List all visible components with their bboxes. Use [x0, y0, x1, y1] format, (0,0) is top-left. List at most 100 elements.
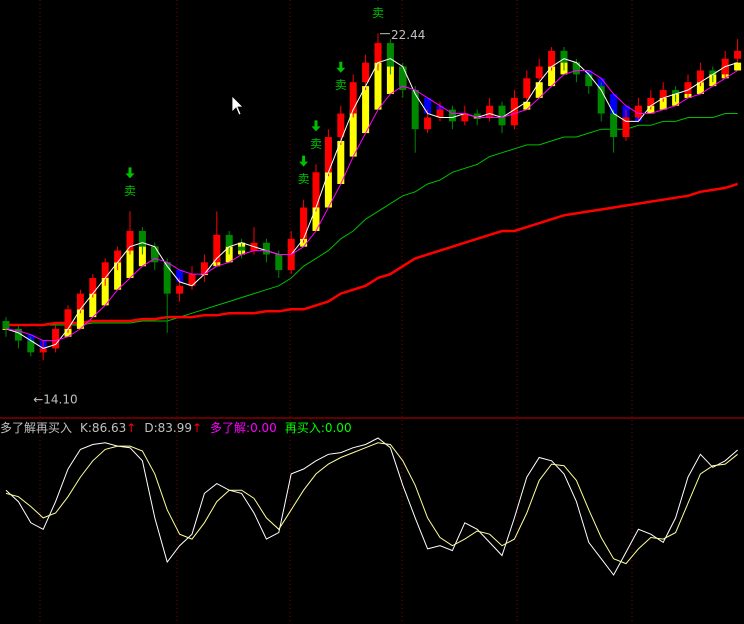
trend-band	[138, 242, 146, 267]
trend-band	[424, 97, 432, 114]
legend-text: K:86.63	[80, 421, 127, 435]
trend-band	[535, 82, 543, 98]
sell-arrow	[125, 167, 135, 179]
candle-body	[89, 277, 97, 294]
sell-label: 卖	[310, 137, 322, 151]
trend-band	[76, 309, 84, 329]
candle-body	[684, 82, 692, 94]
candle-body	[114, 250, 122, 263]
legend-text: 多了解:0.00	[210, 421, 277, 435]
trend-band	[114, 262, 122, 290]
candle-body	[52, 328, 60, 349]
sell-label: 卖	[372, 6, 384, 20]
annotation-label: 22.44	[391, 28, 425, 42]
candle-body	[200, 262, 208, 275]
trend-band	[610, 93, 618, 114]
candle-body	[14, 328, 22, 341]
candle-body	[27, 340, 35, 353]
candle-body	[138, 230, 146, 247]
trend-band	[523, 101, 531, 110]
candle-body	[176, 285, 184, 294]
trend-band	[362, 86, 370, 134]
trend-band	[101, 277, 109, 306]
trend-band	[126, 246, 134, 278]
indicator-legend: 多了解再买入 K:86.63↑ D:83.99↑ 多了解:0.00 再买入:0.00	[0, 420, 360, 436]
trend-band	[337, 140, 345, 185]
trend-band	[659, 97, 667, 110]
candle-body	[424, 117, 432, 130]
candle-body	[374, 43, 382, 63]
candle-body	[101, 262, 109, 278]
candle-body	[486, 105, 494, 118]
candle-body	[2, 321, 10, 329]
indicator-title: 多了解再买入	[0, 421, 73, 435]
legend-item: 再买入:0.00	[285, 420, 352, 436]
candle-body	[585, 74, 593, 87]
candle-body	[39, 348, 47, 353]
candle-body	[312, 172, 320, 208]
candle-body	[324, 137, 332, 173]
candle-body	[436, 109, 444, 118]
legend-text: D:83.99	[144, 421, 192, 435]
candle-body	[535, 66, 543, 79]
trend-band	[374, 62, 382, 110]
annotation-label: ←14.10	[33, 393, 77, 407]
candle-body	[548, 50, 556, 67]
candle-body	[572, 62, 580, 75]
candle-body	[262, 242, 270, 255]
trend-band	[734, 62, 742, 71]
trend-band	[312, 207, 320, 231]
candle-body	[225, 234, 233, 247]
indicator-line	[5, 437, 738, 576]
candle-body	[461, 113, 469, 122]
moving-average	[6, 113, 738, 326]
candle-body	[151, 246, 159, 263]
candle-body	[163, 262, 171, 294]
trend-band	[176, 270, 184, 282]
candle-body	[188, 274, 196, 286]
candle-body	[647, 97, 655, 106]
legend-item: D:83.99↑	[144, 420, 202, 436]
legend-item: K:86.63↑	[80, 420, 136, 436]
candle-body	[411, 90, 419, 130]
candle-body	[622, 117, 630, 138]
candle-body	[610, 113, 618, 138]
candle-body	[634, 105, 642, 118]
candle-body	[560, 50, 568, 63]
moving-average	[5, 58, 738, 349]
candle-body	[672, 90, 680, 94]
legend-arrow: ↑	[126, 421, 137, 435]
candle-body	[659, 90, 667, 98]
sell-arrow	[336, 61, 346, 73]
trend-band	[324, 172, 332, 208]
candle-body	[399, 66, 407, 91]
trend-band	[696, 82, 704, 94]
sell-arrow	[377, 0, 379, 1]
indicator-line	[5, 442, 738, 565]
candle-body	[498, 105, 506, 126]
candle-body	[696, 70, 704, 83]
trend-band	[548, 66, 556, 87]
candle-body	[64, 309, 72, 329]
candle-body	[337, 113, 345, 138]
sell-arrow	[311, 120, 321, 132]
legend-arrow: ↑	[191, 421, 203, 435]
candle-body	[510, 97, 518, 126]
candle-body	[213, 234, 221, 263]
candle-body	[709, 70, 717, 75]
sell-label: 卖	[335, 78, 347, 92]
candle-body	[386, 43, 394, 67]
sell-label: 卖	[124, 184, 136, 198]
moving-average	[6, 182, 738, 327]
trend-band	[386, 58, 394, 94]
candle-body	[300, 207, 308, 239]
candle-body	[126, 230, 134, 251]
candle-body	[362, 62, 370, 83]
candle-body	[523, 78, 531, 98]
sell-arrow	[299, 155, 309, 167]
trend-band	[89, 293, 97, 318]
candle-body	[473, 113, 481, 118]
candle-body	[238, 246, 246, 251]
